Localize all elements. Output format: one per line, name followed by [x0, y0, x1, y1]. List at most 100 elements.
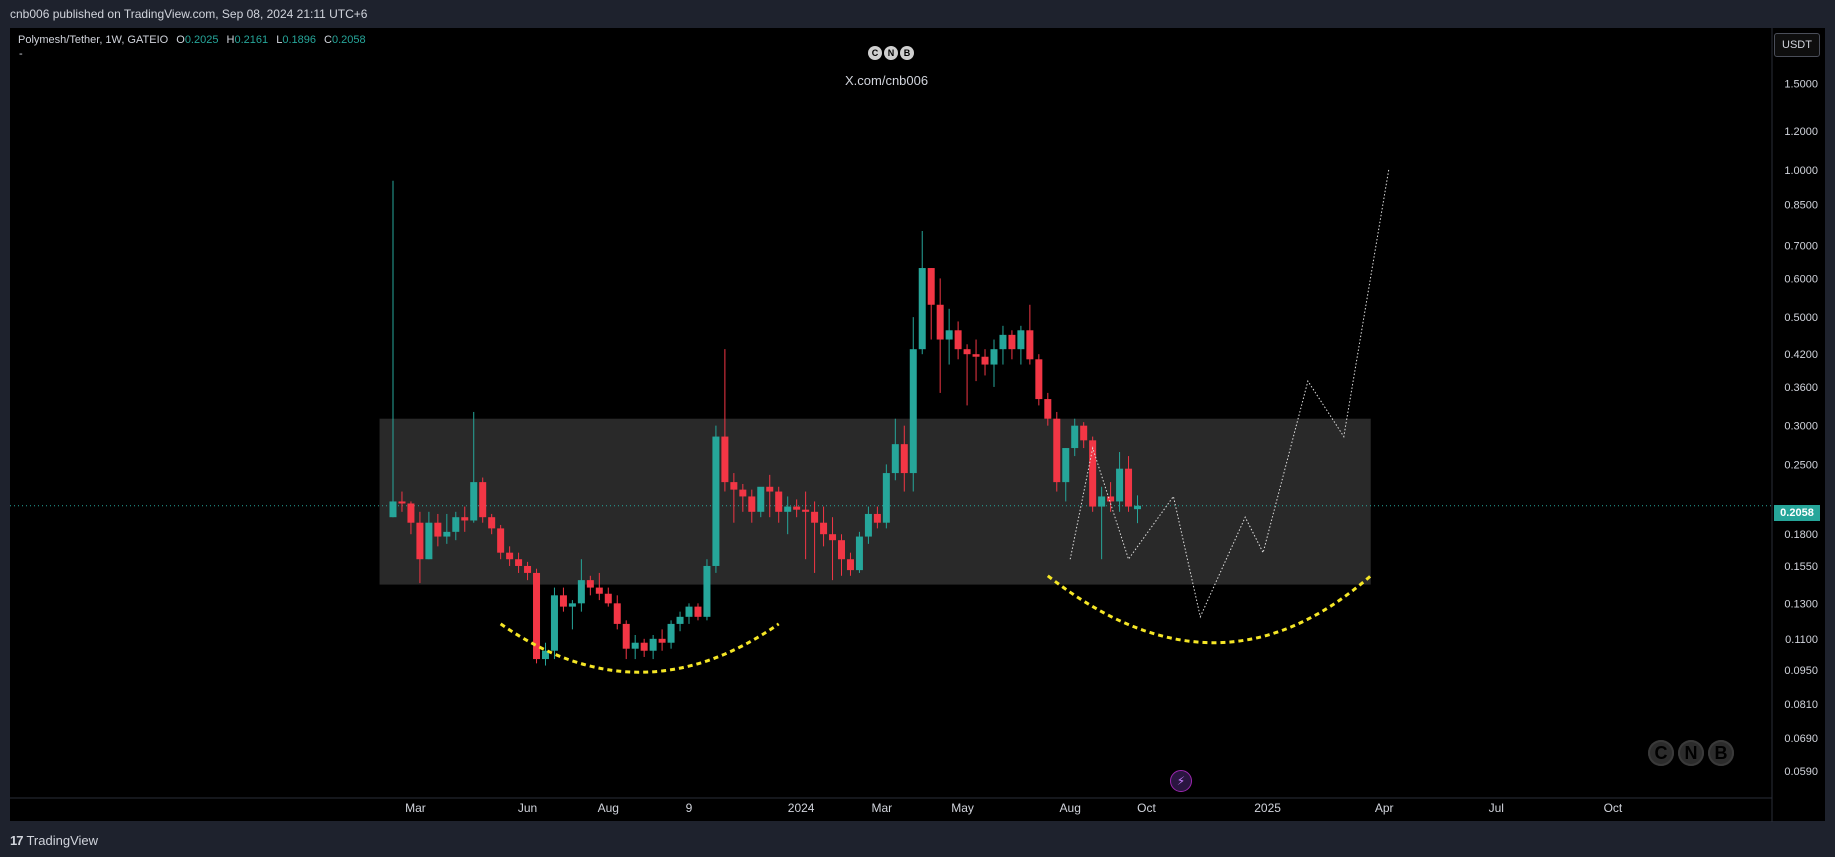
candle-body [1089, 440, 1097, 507]
y-tick-label: 0.1550 [1784, 561, 1818, 573]
y-tick-label: 0.3600 [1784, 382, 1818, 394]
candle-body [407, 503, 415, 523]
y-tick-label: 0.1800 [1784, 529, 1818, 541]
candle-body [1062, 448, 1070, 483]
low-value: 0.1896 [282, 34, 316, 46]
y-tick-label: 0.2500 [1784, 459, 1818, 471]
candle-body [1071, 425, 1079, 449]
candle-body [945, 330, 953, 340]
candle-body [1044, 399, 1052, 419]
low-label: L [276, 34, 283, 46]
candle-body [470, 482, 478, 521]
candle-body [667, 623, 675, 643]
candle-body [900, 444, 908, 474]
watermark-handle: X.com/cnb006 [845, 73, 929, 88]
candle-body [784, 506, 792, 512]
candle-body [541, 650, 549, 660]
candle-body [766, 486, 774, 492]
candle-body [577, 580, 585, 604]
candle-body [676, 616, 684, 624]
close-label: C [324, 34, 332, 46]
candle-body [721, 436, 729, 483]
y-tick-label: 0.1100 [1785, 634, 1818, 646]
footer-bar: 17 TradingView [0, 824, 1835, 857]
publish-bar: cnb006 published on TradingView.com, Sep… [0, 0, 1835, 28]
legend-indicator-placeholder: - [19, 48, 23, 60]
candle-body [586, 580, 594, 588]
y-tick-label: 1.0000 [1784, 165, 1818, 177]
candle-body [739, 489, 747, 497]
candle-body [1125, 468, 1133, 507]
high-label: H [226, 34, 235, 46]
candle-body [443, 531, 451, 537]
projection-path [1069, 169, 1390, 619]
candle-body [1107, 496, 1115, 502]
rounded-bottom-arc-1 [499, 622, 780, 674]
candle-body [604, 593, 612, 604]
candle-body [640, 642, 648, 651]
tradingview-brand: TradingView [26, 833, 99, 848]
candle-body [550, 595, 558, 651]
candle-body [694, 606, 702, 617]
candle-body [613, 603, 621, 624]
y-tick-label: 0.3000 [1784, 421, 1818, 433]
candle-body [685, 606, 693, 617]
candle-body [846, 559, 854, 571]
tradingview-logo[interactable]: 17 TradingView [10, 833, 98, 848]
logo-letter-b: B [1708, 740, 1734, 766]
y-tick-label: 0.0810 [1784, 699, 1818, 711]
candle-body [461, 517, 469, 521]
candle-body [1008, 334, 1016, 350]
y-tick-label: 0.4200 [1784, 349, 1818, 361]
candle-body [506, 552, 514, 560]
x-tick-label: Aug [598, 801, 619, 815]
candle-body [559, 595, 567, 607]
candle-body [524, 565, 532, 573]
candle-body [909, 349, 917, 474]
symbol-name[interactable]: Polymesh/Tether, 1W, GATEIO [18, 34, 169, 46]
y-tick-label: 0.8500 [1784, 199, 1818, 211]
x-tick-label: 9 [686, 801, 693, 815]
candle-body [416, 522, 424, 560]
candle-body [515, 559, 523, 566]
candle-body [595, 587, 603, 594]
x-tick-label: Oct [1137, 801, 1156, 815]
symbol-legend: Polymesh/Tether, 1W, GATEIO O0.2025 H0.2… [18, 34, 366, 46]
candle-body [829, 534, 837, 541]
logo-letter-n: N [1678, 740, 1704, 766]
currency-button[interactable]: USDT [1774, 33, 1820, 57]
candle-body [533, 572, 541, 660]
candle-body [954, 330, 962, 350]
candle-body [497, 528, 505, 553]
open-value: 0.2025 [184, 34, 219, 46]
candle-body [963, 349, 971, 355]
x-tick-label: Apr [1375, 801, 1394, 815]
rounded-bottom-arc-2 [1046, 574, 1372, 645]
candle-body [712, 436, 720, 566]
x-tick-label: 2024 [788, 801, 815, 815]
logo-letter-c: C [1648, 740, 1674, 766]
candle-body [864, 513, 872, 537]
candle-body [568, 603, 576, 607]
lightning-icon[interactable]: ⚡ [1170, 770, 1192, 792]
y-tick-label: 1.2000 [1784, 126, 1818, 138]
candle-body [434, 522, 442, 537]
candle-body [972, 354, 980, 357]
candle-body [775, 491, 783, 512]
candle-body [757, 486, 765, 512]
y-tick-label: 0.0690 [1784, 733, 1818, 745]
badge-letter-b: B [900, 46, 914, 60]
y-tick-label: 0.5000 [1784, 312, 1818, 324]
published-info: cnb006 published on TradingView.com, Sep… [10, 7, 368, 21]
candle-body [981, 356, 989, 365]
close-value: 0.2058 [332, 34, 366, 46]
candle-body [1053, 418, 1061, 483]
y-tick-label: 0.0590 [1784, 766, 1818, 778]
candle-body [793, 506, 801, 510]
candle-body [622, 623, 630, 649]
badge-letter-c: C [868, 46, 882, 60]
x-tick-label: Oct [1604, 801, 1623, 815]
y-tick-label: 0.1300 [1784, 598, 1818, 610]
x-tick-label: Jun [518, 801, 537, 815]
